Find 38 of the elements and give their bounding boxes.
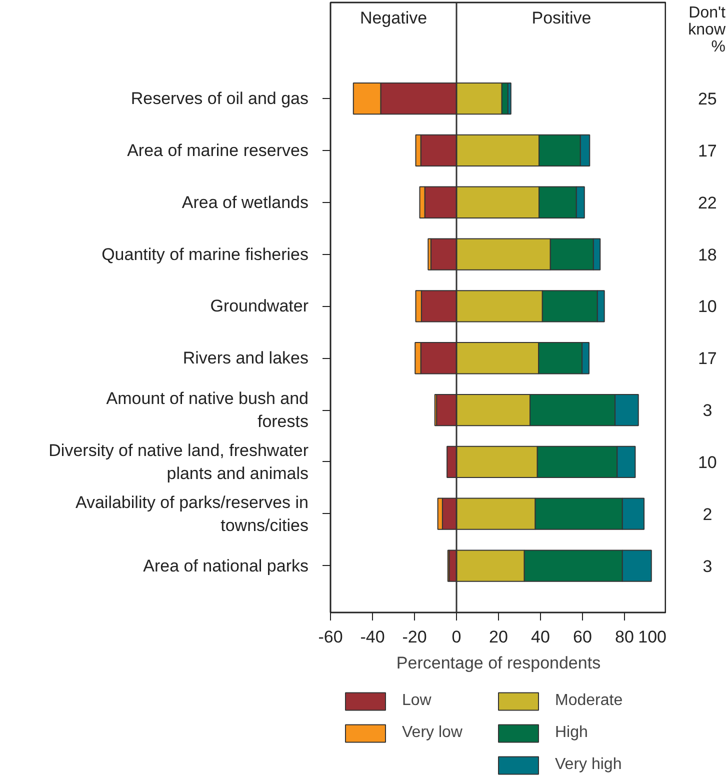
text: 25 — [698, 90, 717, 109]
x-tick-label: 0 — [452, 628, 462, 646]
legend-label: Low — [402, 692, 432, 710]
legend-label: Moderate — [555, 692, 623, 710]
y-tick-label: Availability of parks/reserves in towns/cities — [75, 492, 309, 535]
x-tick-label: -20 — [402, 628, 427, 646]
legend-label: Very low — [402, 724, 462, 742]
x-tick-label: 80 — [615, 628, 634, 646]
x-tick-label: -60 — [318, 628, 343, 646]
text: 10 — [698, 297, 717, 316]
legend-label: Very high — [555, 756, 622, 774]
legend-label: High — [555, 724, 588, 742]
y-tick-label: Diversity of native land, freshwater plants and animals — [48, 441, 309, 483]
x-tick-label: 100 — [638, 628, 667, 646]
x-tick-label: -40 — [360, 628, 385, 646]
text: 17 — [698, 349, 717, 368]
text: Negative — [360, 8, 428, 28]
x-tick-label: 40 — [531, 628, 550, 646]
text: 3 — [702, 556, 712, 576]
text: 18 — [698, 245, 717, 264]
x-axis-title: Percentage of respondents — [396, 654, 601, 672]
text: Don't know % — [688, 4, 726, 56]
text: Positive — [532, 8, 592, 28]
text: 10 — [698, 452, 717, 472]
text: 3 — [702, 401, 712, 420]
text: 17 — [698, 141, 717, 160]
y-tick-label: Rivers and lakes — [182, 348, 309, 368]
y-tick-label: Quantity of marine fisheries — [102, 244, 308, 264]
y-tick-label: Area of marine reserves — [127, 140, 308, 160]
x-tick-label: 60 — [573, 628, 592, 646]
y-tick-label: Area of national parks — [143, 556, 309, 576]
y-tick-label: Area of wetlands — [182, 192, 309, 212]
text: 2 — [702, 504, 712, 524]
text: 22 — [698, 193, 717, 212]
y-tick-label: Amount of native bush and forests — [106, 389, 309, 431]
y-tick-label: Reserves of oil and gas — [130, 89, 309, 108]
y-tick-label: Groundwater — [210, 296, 309, 316]
x-tick-label: 20 — [489, 628, 508, 646]
